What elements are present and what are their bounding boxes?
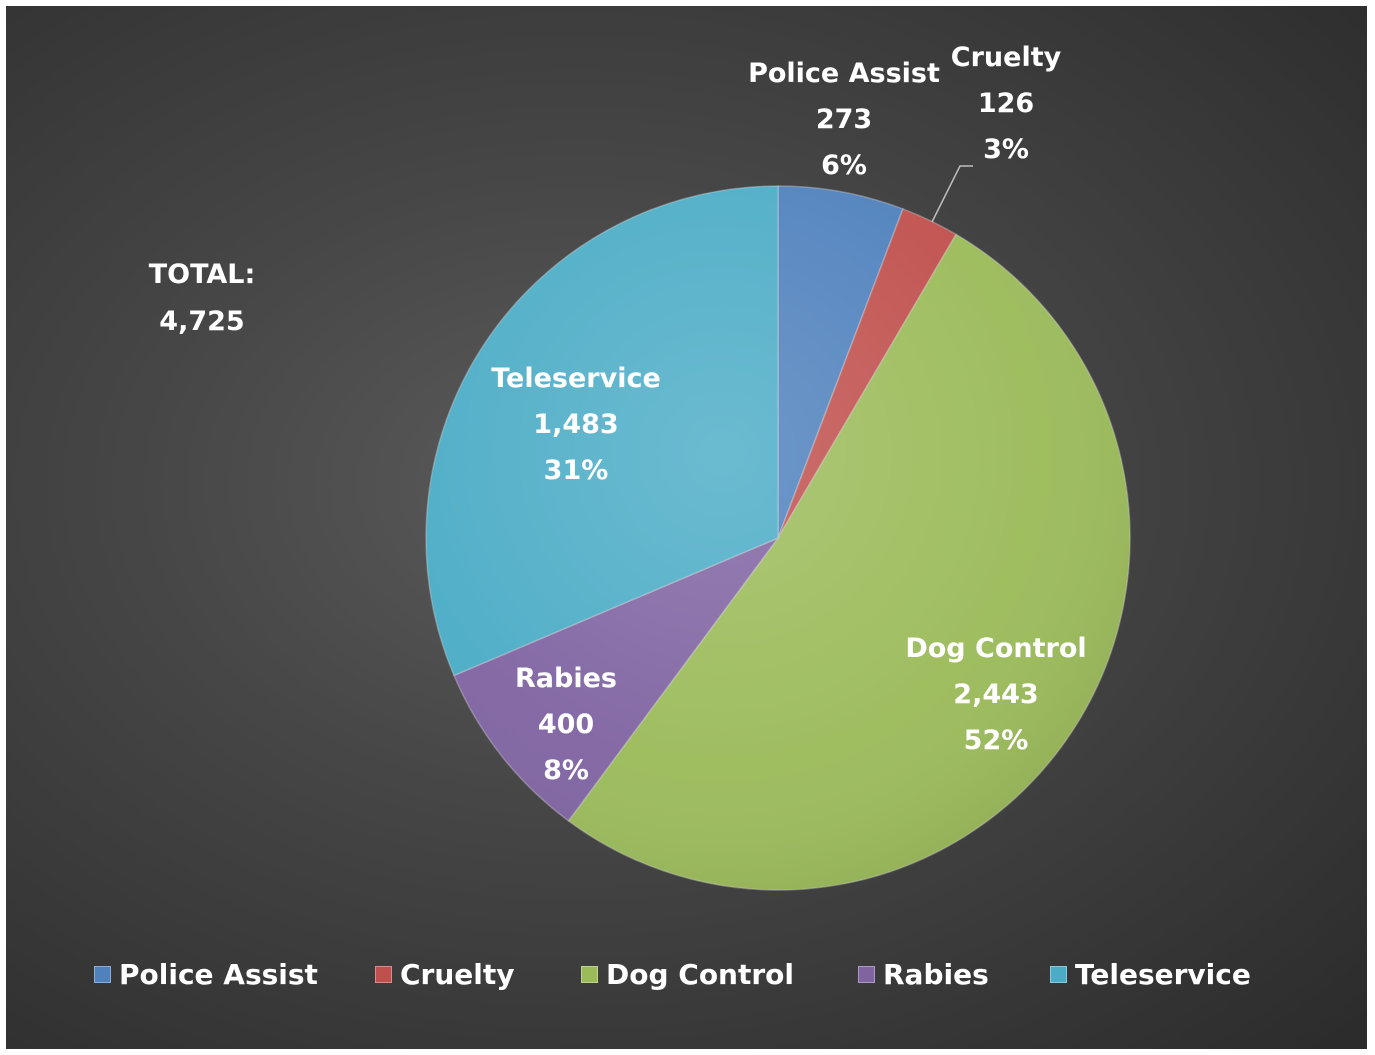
slice-label-value-dog-control: 2,443 [953,679,1038,710]
legend-swatch-rabies [858,965,875,983]
legend-item-rabies: Rabies [858,954,989,994]
slice-label-percent-police-assist: 6% [821,150,867,181]
slice-label-value-police-assist: 273 [816,104,872,135]
slice-label-percent-dog-control: 52% [964,725,1029,756]
total-label-line-1: TOTAL: [149,259,256,290]
slice-label-percent-rabies: 8% [543,755,589,786]
slice-label-name-teleservice: Teleservice [491,363,661,394]
slice-label-value-cruelty: 126 [978,88,1034,119]
legend-label: Rabies [883,957,989,991]
chart-legend: Police Assist Cruelty Dog Control Rabies… [6,954,1367,994]
total-annotation: TOTAL: 4,725 [149,259,256,337]
slice-label-percent-teleservice: 31% [544,455,609,486]
legend-label: Dog Control [606,957,795,991]
slice-label-name-dog-control: Dog Control [905,633,1086,664]
legend-label: Teleservice [1075,957,1251,991]
legend-label: Cruelty [400,957,515,991]
legend-item-dog-control: Dog Control [581,954,794,994]
chart-area: Police Assist 273 6% Cruelty 126 3% Dog Contro… [6,6,1367,1049]
leader-line-cruelty [931,165,973,223]
pie-slice-labels: Police Assist 273 6% Cruelty 126 3% Dog Contro… [491,42,1086,786]
legend-item-police-assist: Police Assist [94,954,318,994]
slice-label-name-police-assist: Police Assist [748,58,940,89]
legend-item-teleservice: Teleservice [1050,954,1251,994]
slice-label-value-teleservice: 1,483 [533,409,618,440]
legend-swatch-dog-control [581,965,598,983]
legend-label: Police Assist [119,957,318,991]
pie-slices [425,185,1131,891]
legend-swatch-police-assist [94,965,111,983]
legend-swatch-cruelty [375,965,392,983]
slice-label-name-cruelty: Cruelty [951,42,1062,73]
legend-swatch-teleservice [1050,965,1067,983]
pie-chart: Police Assist 273 6% Cruelty 126 3% Dog Contro… [149,42,1131,891]
slice-label-value-rabies: 400 [538,709,594,740]
total-value: 4,725 [159,306,244,337]
legend-item-cruelty: Cruelty [375,954,515,994]
slice-label-percent-cruelty: 3% [983,134,1029,165]
slice-label-name-rabies: Rabies [515,663,617,694]
